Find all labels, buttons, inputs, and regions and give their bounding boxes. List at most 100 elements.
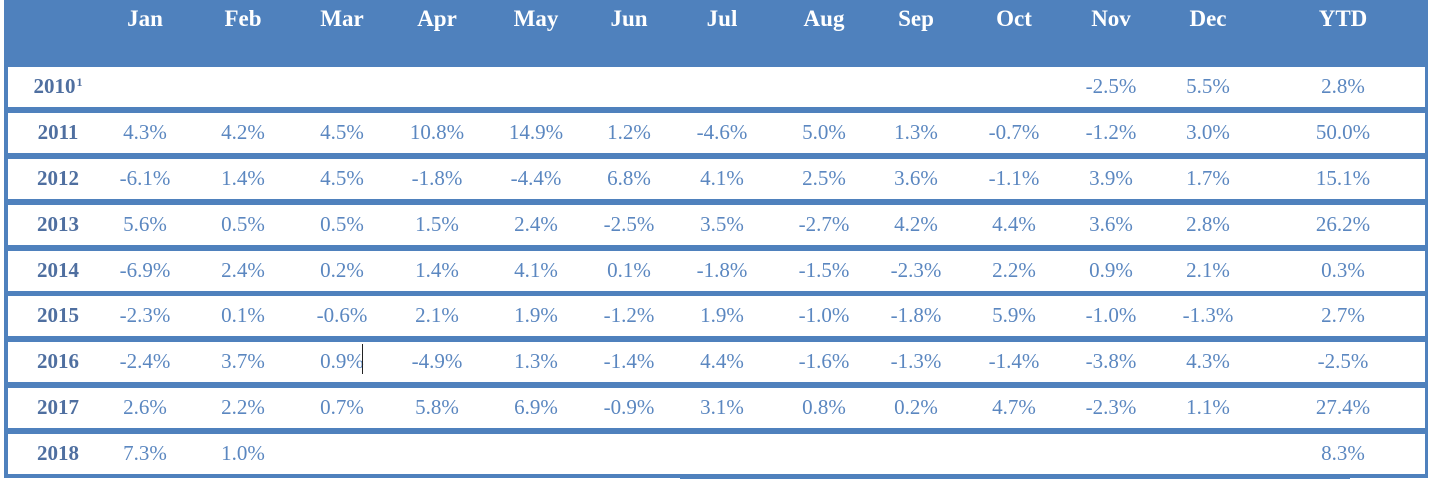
cell-feb: 2.2% [221,395,265,419]
cell-jun: -0.9% [603,395,655,419]
cell-sep: 4.2% [894,212,938,236]
cell-dec: 1.7% [1186,166,1230,190]
table-row: 2016 -2.4% 3.7% 0.9% -4.9% 1.3% -1.4% 4.4% -1.6%… [8,342,1425,382]
year-text: 2016 [37,349,79,373]
returns-table: Jan Feb Mar Apr May Jun Jul Aug Sep Oct Nov Dec YTD … [4,0,1428,478]
cell-sep: 1.3% [894,120,938,144]
cell-feb: 0.1% [221,303,265,327]
table-row: 2011 4.3% 4.2% 4.5% 10.8% 14.9% 1.2% -4.6% 5.0% 1… [8,113,1425,153]
cell-sep: -1.8% [890,303,942,327]
header-may: May [513,6,559,31]
cell-dec: 3.0% [1186,120,1230,144]
table-header-row: Jan Feb Mar Apr May Jun Jul Aug Sep Oct Nov Dec YTD [4,0,1428,66]
cell-nov: -2.3% [1085,395,1137,419]
cell-feb: 3.7% [221,349,265,373]
cell-dec: 5.5% [1186,74,1230,98]
cell-jul: 1.9% [700,303,744,327]
cell-jan: 5.6% [123,212,167,236]
table-row: 2018 7.3% 1.0% 8.3% [8,434,1425,474]
cell-mar: 4.5% [320,166,364,190]
cell-apr: 1.5% [415,212,459,236]
header-oct: Oct [996,6,1032,31]
header-apr: Apr [417,6,457,31]
cell-ytd: 2.8% [1321,74,1365,98]
cell-mar: -0.6% [316,303,368,327]
row-year-label: 2012 [13,159,103,197]
cell-mar: 4.5% [320,120,364,144]
header-feb: Feb [224,6,262,31]
row-year-label: 2016 [13,342,103,380]
cell-jan: 7.3% [123,441,167,465]
table-row: 2014 -6.9% 2.4% 0.2% 1.4% 4.1% 0.1% -1.8% -1.5% -… [8,251,1425,291]
cell-nov: -1.2% [1085,120,1137,144]
cell-feb: 4.2% [221,120,265,144]
cell-aug: -1.6% [798,349,850,373]
cell-ytd: 2.7% [1321,303,1365,327]
cell-aug: -2.7% [798,212,850,236]
cell-dec: 4.3% [1186,349,1230,373]
cell-jun: 0.1% [607,258,651,282]
cell-oct: 2.2% [992,258,1036,282]
cell-feb: 0.5% [221,212,265,236]
cell-jul: 3.5% [700,212,744,236]
cell-jul: 4.1% [700,166,744,190]
cell-ytd: 26.2% [1315,212,1371,236]
cell-aug: -1.0% [798,303,850,327]
footnote-marker: 1 [76,75,83,89]
cell-nov: -2.5% [1085,74,1137,98]
table-row: 2015 -2.3% 0.1% -0.6% 2.1% 1.9% -1.2% 1.9% -1.0%… [8,296,1425,336]
cell-may: -4.4% [510,166,562,190]
cell-mar: 0.2% [320,258,364,282]
cell-oct: 4.7% [992,395,1036,419]
cell-jun: -2.5% [603,212,655,236]
cell-may: 4.1% [514,258,558,282]
cell-dec: 1.1% [1186,395,1230,419]
cell-oct: -0.7% [988,120,1040,144]
cell-ytd: 15.1% [1315,166,1371,190]
year-text: 2015 [37,303,79,327]
text-cursor [362,344,363,374]
cell-nov: -1.0% [1085,303,1137,327]
cell-nov: -3.8% [1085,349,1137,373]
year-text: 2018 [37,441,79,465]
header-dec: Dec [1189,6,1227,31]
cell-nov: 0.9% [1089,258,1133,282]
year-text: 2010 [33,74,76,98]
cell-apr: 2.1% [415,303,459,327]
header-nov: Nov [1091,6,1131,31]
table-row: 2012 -6.1% 1.4% 4.5% -1.8% -4.4% 6.8% 4.1% 2.5% 3… [8,159,1425,199]
cell-may: 14.9% [508,120,564,144]
cell-jan: -2.4% [119,349,171,373]
year-text: 2013 [37,212,79,236]
header-sep: Sep [898,6,934,31]
cell-oct: 5.9% [992,303,1036,327]
cell-apr: -4.9% [411,349,463,373]
cell-feb: 1.4% [221,166,265,190]
row-year-label: 2014 [13,251,103,289]
year-text: 2017 [37,395,79,419]
cell-may: 1.9% [514,303,558,327]
year-text: 2012 [37,166,79,190]
cell-aug: 2.5% [802,166,846,190]
cell-jan: 2.6% [123,395,167,419]
cell-mar: 0.7% [320,395,364,419]
header-aug: Aug [803,6,845,31]
cell-jun: 1.2% [607,120,651,144]
row-year-label: 2015 [13,296,103,334]
cell-nov: 3.9% [1089,166,1133,190]
cell-jun: 6.8% [607,166,651,190]
year-text: 2011 [37,120,79,144]
header-jan: Jan [127,6,163,31]
cell-sep: -2.3% [890,258,942,282]
cell-may: 2.4% [514,212,558,236]
cell-dec: 2.1% [1186,258,1230,282]
cell-aug: 0.8% [802,395,846,419]
table-bottom-rule [680,476,1350,479]
header-jul: Jul [706,6,738,31]
cell-jul: -4.6% [696,120,748,144]
cell-feb: 1.0% [221,441,265,465]
header-mar: Mar [320,6,364,31]
cell-may: 1.3% [514,349,558,373]
row-year-label: 2017 [13,388,103,426]
table-row: 2013 5.6% 0.5% 0.5% 1.5% 2.4% -2.5% 3.5% -2.7% 4.… [8,205,1425,245]
